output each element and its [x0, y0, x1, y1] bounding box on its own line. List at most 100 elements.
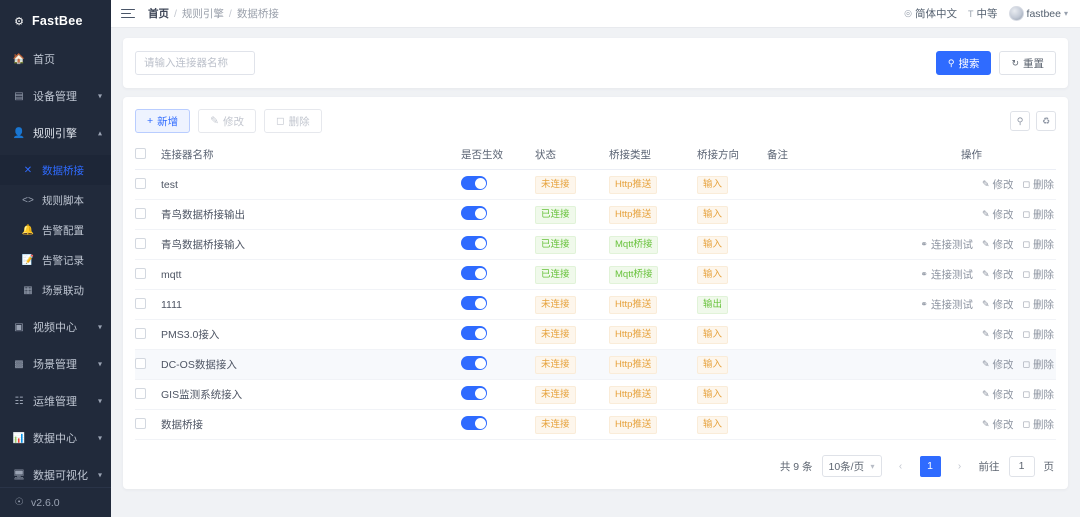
- row-checkbox[interactable]: [135, 177, 146, 189]
- table-row[interactable]: mqtt 已连接 Mqtt桥接 输入 ⚭ 连接测试 ✎ 修改 ◻ 删除: [135, 259, 1056, 290]
- search-input[interactable]: [135, 51, 255, 75]
- sidebar-item-scene-management[interactable]: ▩ 场景管理 ▾: [0, 349, 111, 379]
- page-number-1[interactable]: 1: [919, 455, 941, 477]
- row-checkbox[interactable]: [135, 327, 146, 339]
- enable-toggle[interactable]: [461, 386, 487, 400]
- add-button[interactable]: + 新增: [135, 109, 191, 133]
- table-row[interactable]: 数据桥接 未连接 Http推送 输入 ✎ 修改 ◻ 删除: [135, 409, 1056, 440]
- row-action-edit[interactable]: ✎ 修改: [982, 387, 1014, 402]
- sidebar-item-alarm-record[interactable]: 📝 告警记录: [0, 245, 111, 275]
- breadcrumb-item-data-bridge[interactable]: 数据桥接: [236, 8, 279, 20]
- row-checkbox[interactable]: [135, 417, 146, 429]
- enable-toggle[interactable]: [461, 206, 487, 220]
- row-actions: ✎ 修改 ◻ 删除: [887, 177, 1056, 192]
- page-size-select[interactable]: 10条/页 ▾: [821, 455, 882, 477]
- row-checkbox[interactable]: [135, 357, 146, 369]
- row-action-edit[interactable]: ✎ 修改: [982, 417, 1014, 432]
- row-action-connection-test[interactable]: ⚭ 连接测试: [920, 297, 973, 312]
- table-row[interactable]: 1111 未连接 Http推送 输出 ⚭ 连接测试 ✎ 修改 ◻ 删除: [135, 289, 1056, 320]
- chevron-down-icon: ▾: [97, 322, 102, 332]
- row-action-delete[interactable]: ◻ 删除: [1023, 177, 1054, 192]
- sidebar-item-ops-management[interactable]: ☷ 运维管理 ▾: [0, 386, 111, 416]
- sidebar-item-data-center[interactable]: 📊 数据中心 ▾: [0, 423, 111, 453]
- table-row[interactable]: test 未连接 Http推送 输入 ✎ 修改 ◻ 删除: [135, 169, 1056, 200]
- user-menu[interactable]: fastbee ▾: [1008, 6, 1068, 21]
- sidebar-item-data-visualization[interactable]: 🖥 数据可视化 ▾: [0, 460, 111, 487]
- sidebar-item-label: 规则引擎: [33, 128, 77, 140]
- sidebar-item-scene-linkage[interactable]: ▦ 场景联动: [0, 275, 111, 305]
- next-page-button[interactable]: ›: [949, 455, 970, 477]
- jump-prefix-label: 前往: [978, 460, 1000, 473]
- row-checkbox[interactable]: [135, 237, 146, 249]
- row-action-delete[interactable]: ◻ 删除: [1023, 237, 1054, 252]
- row-select-cell: [135, 289, 161, 320]
- sidebar-item-label: 场景联动: [42, 284, 84, 297]
- trash-icon: ◻: [1022, 359, 1030, 369]
- row-action-edit[interactable]: ✎ 修改: [982, 327, 1014, 342]
- jump-page-input[interactable]: [1008, 455, 1035, 477]
- row-action-delete[interactable]: ◻ 删除: [1023, 267, 1054, 282]
- enable-toggle[interactable]: [461, 176, 487, 190]
- row-action-delete[interactable]: ◻ 删除: [1023, 327, 1054, 342]
- search-button[interactable]: ⚲ 搜索: [935, 51, 992, 75]
- column-header-remark[interactable]: 备注: [767, 141, 887, 170]
- row-action-edit[interactable]: ✎ 修改: [982, 267, 1014, 282]
- row-checkbox[interactable]: [135, 207, 146, 219]
- row-action-edit[interactable]: ✎ 修改: [982, 357, 1014, 372]
- table-row[interactable]: DC-OS数据接入 未连接 Http推送 输入 ✎ 修改 ◻ 删除: [135, 349, 1056, 380]
- row-action-connection-test[interactable]: ⚭ 连接测试: [920, 237, 973, 252]
- table-row[interactable]: PMS3.0接入 未连接 Http推送 输入 ✎ 修改 ◻ 删除: [135, 319, 1056, 350]
- cell-bridge-direction: 输出: [697, 289, 767, 320]
- sidebar-item-device-management[interactable]: ▤ 设备管理 ▾: [0, 81, 111, 111]
- enable-toggle[interactable]: [461, 266, 487, 280]
- enable-toggle[interactable]: [461, 416, 487, 430]
- table-row[interactable]: 青鸟数据桥接输入 已连接 Mqtt桥接 输入 ⚭ 连接测试 ✎ 修改 ◻ 删除: [135, 229, 1056, 260]
- column-header-state[interactable]: 状态: [535, 141, 609, 170]
- select-all-checkbox[interactable]: [135, 147, 146, 159]
- row-action-delete[interactable]: ◻ 删除: [1023, 387, 1054, 402]
- row-action-edit[interactable]: ✎ 修改: [982, 297, 1014, 312]
- enable-toggle[interactable]: [461, 326, 487, 340]
- sidebar-item-video-center[interactable]: ▣ 视频中心 ▾: [0, 312, 111, 342]
- breadcrumb-item-home[interactable]: 首页: [148, 8, 169, 20]
- row-action-delete[interactable]: ◻ 删除: [1023, 357, 1054, 372]
- enable-toggle[interactable]: [461, 236, 487, 250]
- edit-button[interactable]: ✎ 修改: [198, 109, 256, 133]
- cell-operations: ⚭ 连接测试 ✎ 修改 ◻ 删除: [887, 259, 1056, 290]
- row-action-connection-test[interactable]: ⚭ 连接测试: [920, 267, 973, 282]
- refresh-icon[interactable]: ♻: [1036, 111, 1056, 131]
- delete-button[interactable]: ◻ 删除: [263, 109, 322, 133]
- row-action-edit[interactable]: ✎ 修改: [982, 207, 1014, 222]
- column-header-type[interactable]: 桥接类型: [609, 141, 697, 170]
- sidebar-item-rule-script[interactable]: <> 规则脚本: [0, 185, 111, 215]
- brand[interactable]: ⚙ FastBee: [0, 0, 111, 42]
- row-action-edit[interactable]: ✎ 修改: [982, 177, 1014, 192]
- column-header-name[interactable]: 连接器名称: [161, 141, 461, 170]
- sidebar-item-alarm-config[interactable]: 🔔 告警配置: [0, 215, 111, 245]
- row-action-edit[interactable]: ✎ 修改: [982, 237, 1014, 252]
- enable-toggle[interactable]: [461, 296, 487, 310]
- font-size-switcher[interactable]: T 中等: [968, 6, 998, 21]
- table-row[interactable]: GIS监测系统接入 未连接 Http推送 输入 ✎ 修改 ◻ 删除: [135, 379, 1056, 410]
- row-checkbox[interactable]: [135, 387, 146, 399]
- bridge-type-badge: Http推送: [609, 295, 658, 314]
- row-action-delete[interactable]: ◻ 删除: [1023, 297, 1054, 312]
- language-switcher[interactable]: ◎ 简体中文: [904, 6, 957, 21]
- row-action-delete[interactable]: ◻ 删除: [1023, 417, 1054, 432]
- prev-page-button[interactable]: ‹: [890, 455, 911, 477]
- hamburger-icon[interactable]: [121, 8, 135, 19]
- sidebar-item-rule-engine[interactable]: 👤 规则引擎 ▴: [0, 118, 111, 148]
- sidebar-item-data-bridge[interactable]: ✕ 数据桥接: [0, 155, 111, 185]
- pagination: 共 9 条 10条/页 ▾ ‹ 1 › 前往 页: [135, 443, 1056, 489]
- row-checkbox[interactable]: [135, 267, 146, 279]
- sidebar-item-home[interactable]: 🏠 首页: [0, 44, 111, 74]
- enable-toggle[interactable]: [461, 356, 487, 370]
- column-header-direction[interactable]: 桥接方向: [697, 141, 767, 170]
- row-checkbox[interactable]: [135, 297, 146, 309]
- reset-button[interactable]: ↻ 重置: [999, 51, 1056, 75]
- search-toggle-icon[interactable]: ⚲: [1010, 111, 1030, 131]
- column-header-enabled[interactable]: 是否生效: [461, 141, 535, 170]
- row-action-delete[interactable]: ◻ 删除: [1023, 207, 1054, 222]
- table-row[interactable]: 青鸟数据桥接输出 已连接 Http推送 输入 ✎ 修改 ◻ 删除: [135, 199, 1056, 230]
- breadcrumb-item-rule-engine[interactable]: 规则引擎: [181, 8, 224, 20]
